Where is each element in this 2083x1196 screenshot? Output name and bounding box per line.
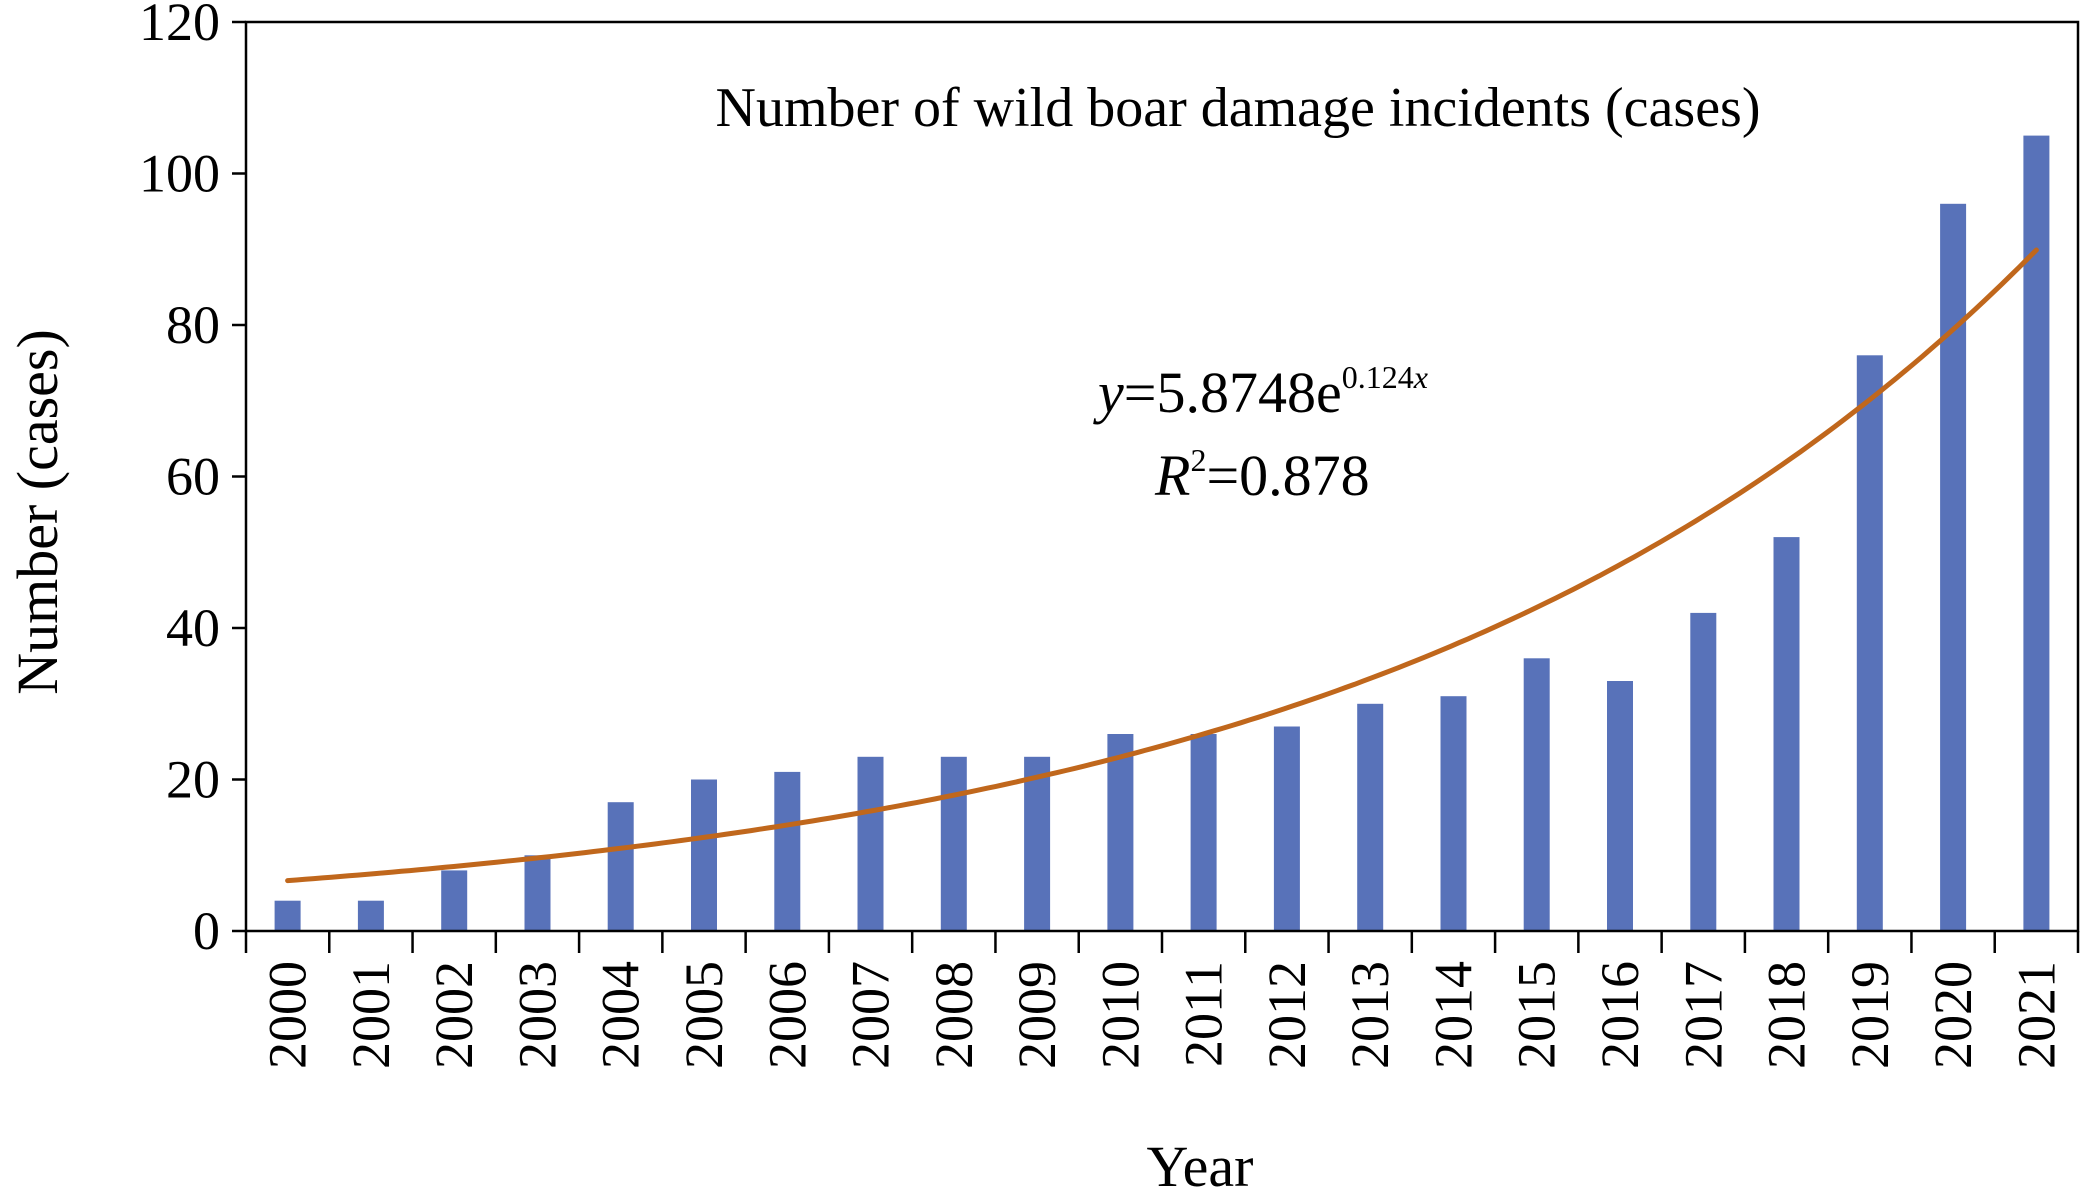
bar-2005 bbox=[691, 779, 717, 931]
x-tick-label-2019: 2019 bbox=[1840, 961, 1900, 1069]
x-axis-title: Year bbox=[1147, 1134, 1254, 1196]
trend-layer bbox=[285, 247, 2039, 884]
x-tick-label-2020: 2020 bbox=[1923, 961, 1983, 1069]
bar-2007 bbox=[857, 756, 884, 931]
bar-2004 bbox=[607, 802, 634, 931]
bar-2008 bbox=[940, 756, 967, 931]
bar-2013 bbox=[1357, 703, 1384, 932]
bar-2012 bbox=[1273, 726, 1300, 931]
y-tick-label-20: 20 bbox=[166, 750, 220, 810]
x-tick-label-2006: 2006 bbox=[757, 961, 817, 1069]
y-tick-label-100: 100 bbox=[139, 144, 220, 204]
y-tick-label-60: 60 bbox=[166, 447, 220, 507]
bar-2016 bbox=[1607, 681, 1633, 931]
bar-2019 bbox=[1856, 355, 1883, 931]
x-tick-label-2018: 2018 bbox=[1757, 961, 1817, 1069]
bar-2021 bbox=[2023, 135, 2050, 932]
bar-2017 bbox=[1690, 612, 1717, 931]
labels-layer: 0 20 40 60 80 100 120 2000 2001 2002 2003 2004 2005 2… bbox=[139, 0, 2066, 1069]
x-tick-label-2003: 2003 bbox=[508, 961, 568, 1069]
x-tick-label-2021: 2021 bbox=[2006, 961, 2066, 1069]
axes-layer bbox=[232, 20, 2080, 953]
bar-2020 bbox=[1940, 203, 1967, 932]
x-tick-label-2015: 2015 bbox=[1507, 961, 1567, 1069]
bar-2011 bbox=[1190, 734, 1217, 931]
x-tick-label-2007: 2007 bbox=[841, 961, 901, 1069]
bar-2010 bbox=[1107, 734, 1134, 931]
bar-2002 bbox=[441, 870, 468, 931]
x-tick-label-2014: 2014 bbox=[1424, 961, 1484, 1069]
trend-equation: y=5.8748e0.124x bbox=[1093, 359, 1428, 425]
bars-layer bbox=[274, 135, 2050, 932]
y-axis-title: Number (cases) bbox=[5, 329, 70, 695]
bar-2014 bbox=[1440, 696, 1467, 931]
x-tick-label-2009: 2009 bbox=[1007, 961, 1067, 1069]
x-tick-label-2005: 2005 bbox=[674, 961, 734, 1069]
x-tick-label-2000: 2000 bbox=[258, 961, 318, 1069]
x-tick-label-2013: 2013 bbox=[1340, 961, 1400, 1069]
y-tick-label-80: 80 bbox=[166, 295, 220, 355]
x-tick-label-2012: 2012 bbox=[1257, 961, 1317, 1069]
bar-2000 bbox=[274, 900, 301, 931]
bar-2001 bbox=[357, 900, 384, 931]
bar-2006 bbox=[774, 771, 801, 931]
x-tick-label-2017: 2017 bbox=[1673, 961, 1733, 1069]
trendline bbox=[285, 247, 2039, 884]
y-tick-label-40: 40 bbox=[166, 598, 220, 658]
bar-2018 bbox=[1773, 537, 1800, 931]
chart-title: Number of wild boar damage incidents (ca… bbox=[716, 77, 1761, 139]
x-tick-label-2001: 2001 bbox=[341, 961, 401, 1069]
bar-2015 bbox=[1523, 658, 1550, 931]
bar-2009 bbox=[1024, 756, 1051, 931]
x-tick-label-2011: 2011 bbox=[1174, 961, 1234, 1067]
x-tick-label-2010: 2010 bbox=[1090, 961, 1150, 1069]
y-tick-label-120: 120 bbox=[139, 0, 220, 52]
trend-r-squared: R2=0.878 bbox=[1154, 442, 1370, 508]
x-tick-label-2004: 2004 bbox=[591, 961, 651, 1069]
y-tick-label-0: 0 bbox=[193, 901, 220, 961]
x-tick-label-2002: 2002 bbox=[424, 961, 484, 1069]
x-tick-label-2008: 2008 bbox=[924, 961, 984, 1069]
bar-2003 bbox=[524, 855, 551, 932]
x-tick-label-2016: 2016 bbox=[1590, 961, 1650, 1069]
